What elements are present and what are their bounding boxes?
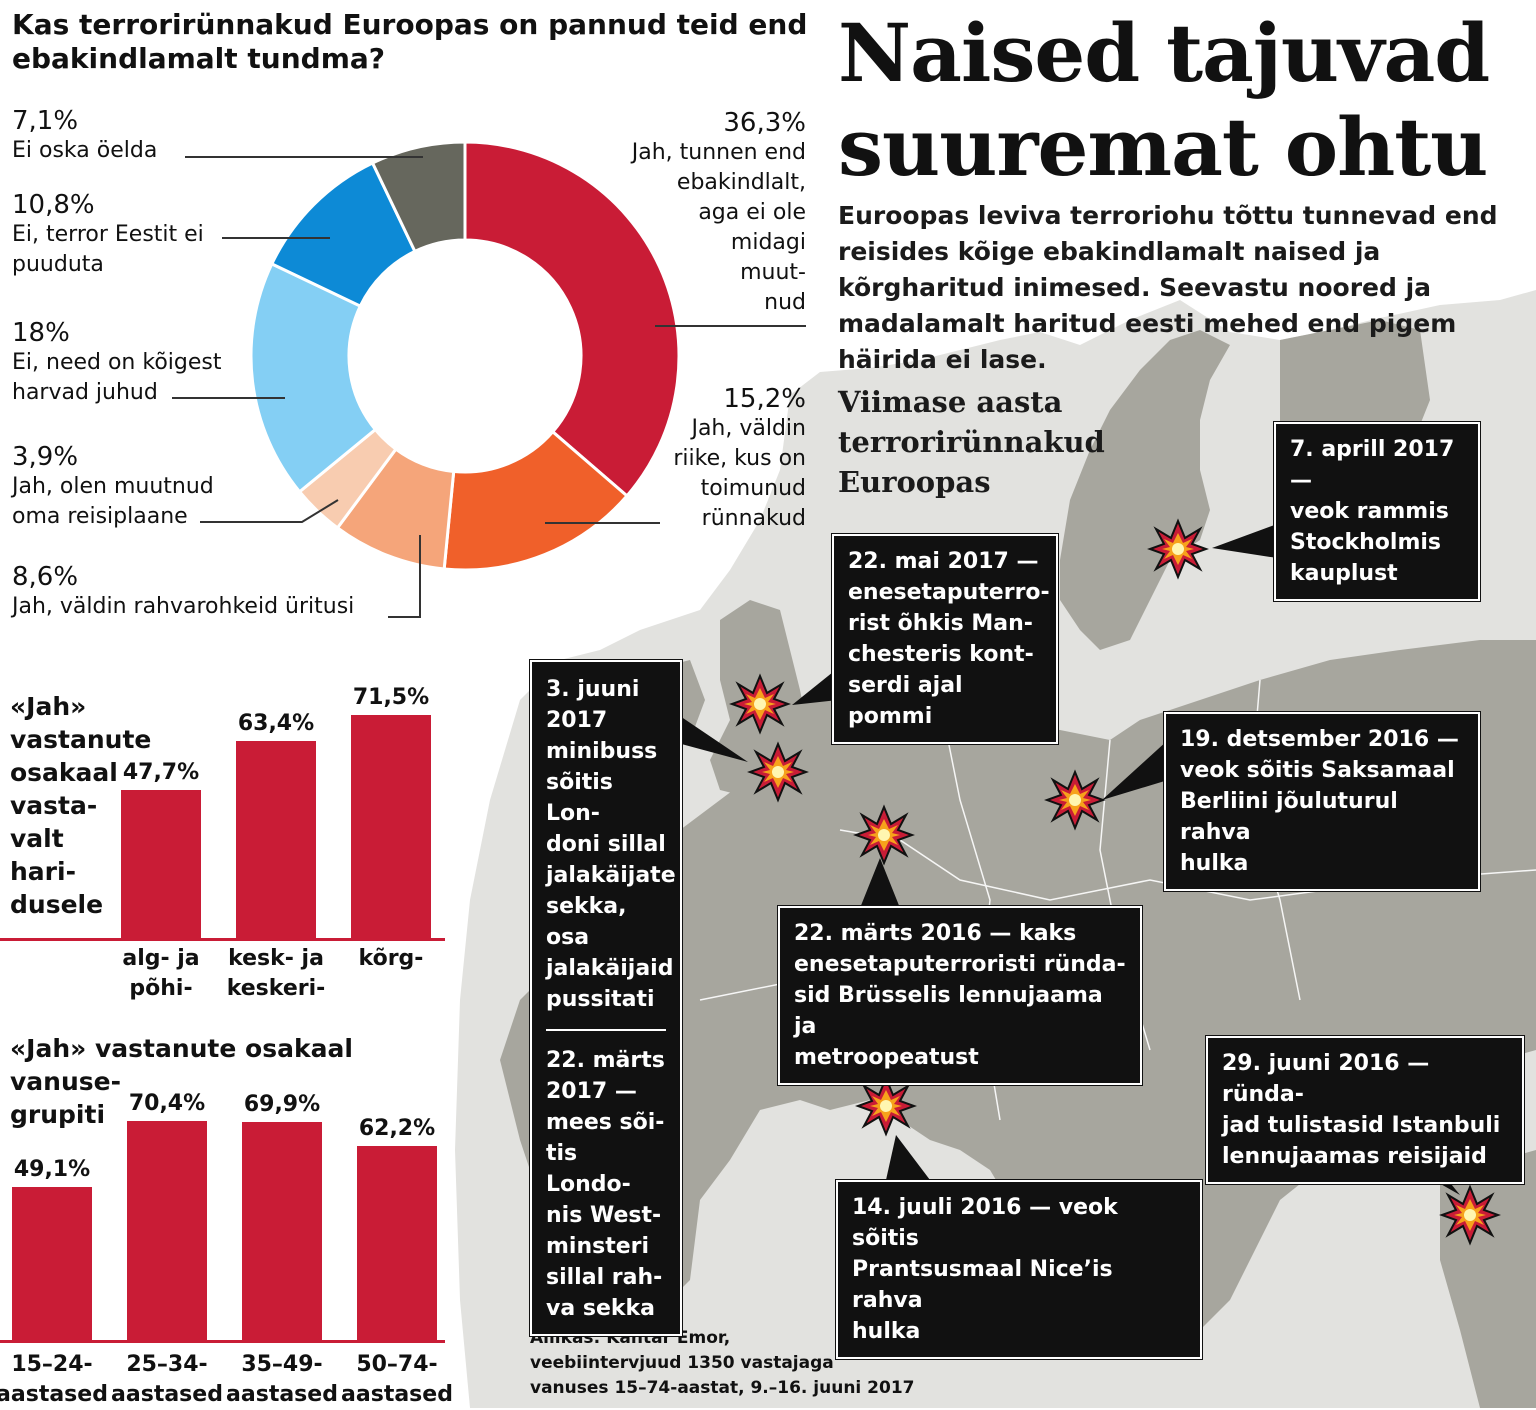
donut-chart (172, 140, 806, 618)
map-scandinavia (1060, 330, 1230, 650)
pie-label-text: Ei oska öelda (12, 138, 158, 163)
pie-label-text: Jah, väldin rahvarohkeid üritusi (12, 594, 355, 619)
pie-label-dont-know: 7,1% Ei oska öelda (12, 106, 272, 166)
headline-line-1: Naised tajuvad (838, 6, 1490, 100)
pie-label-text: Jah, väldin (691, 416, 806, 441)
bar-value-label: 70,4% (128, 1090, 206, 1116)
bar-value-label: 62,2% (358, 1116, 436, 1142)
pie-label-text: ebakindlalt, (676, 170, 806, 195)
pie-label-changed-plans: 3,9% Jah, olen muutnud oma reisiplaane (12, 442, 272, 532)
bar-value-label: 71,5% (352, 685, 430, 711)
bar-0 (12, 1187, 92, 1340)
bar-2 (351, 715, 431, 938)
explosion-icon-london (749, 743, 807, 801)
explosion-icon-manchester (731, 675, 789, 733)
headline: Naised tajuvad suuremat ohtu (838, 6, 1528, 194)
event-berlin: 19. detsember 2016 — veok sõitis Saksama… (1164, 712, 1480, 891)
pie-label-text: rünnakud (701, 506, 806, 531)
pie-label-pct: 8,6% (12, 562, 79, 592)
event-stockholm: 7. aprill 2017 — veok rammis Stockholmis… (1274, 422, 1480, 601)
map-title: Viimase aasta terrorirünnakud Euroopas (838, 385, 1105, 499)
bar-2 (242, 1122, 322, 1340)
bar-value-label: 63,4% (237, 710, 315, 736)
donut-slice-0 (463, 140, 681, 498)
bar-baseline (0, 938, 445, 941)
bar-category-label: kesk- ja keskeri- (226, 946, 326, 1001)
bar-0 (121, 789, 201, 938)
age-bar-chart: 49,1% 15–24- aastased 70,4% 25–34- aastased 69… (0, 1090, 453, 1408)
pie-label-pct: 3,9% (12, 442, 79, 472)
pie-label-text: harvad juhud (12, 380, 158, 405)
edu-chart-title: «Jah» vastanute osakaal vasta- valt hari… (10, 692, 152, 919)
survey-question: Kas terrorirünnakud Euroopas on pannud t… (12, 8, 808, 75)
pie-label-text: puuduta (12, 252, 104, 277)
edu-bar-chart: 47,7% alg- ja põhi- 63,4% kesk- ja keskeri- 71… (0, 660, 450, 1020)
event-brussels: 22. märts 2016 — kaks enesetaputerrorist… (778, 906, 1142, 1085)
donut-leader-lines (172, 156, 806, 618)
pie-label-pct: 36,3% (723, 108, 806, 138)
pie-label-avoid-countries: 15,2% Jah, väldin riike, kus on toimunud… (600, 384, 806, 534)
bar-category-label: alg- ja põhi- (122, 946, 200, 1001)
pie-label-not-estonia: 10,8% Ei, terror Eestit ei puuduta (12, 190, 272, 280)
bar-category-label: 15–24- aastased (0, 1352, 108, 1407)
explosion-icon-nice (857, 1077, 915, 1135)
pie-label-pct: 10,8% (12, 190, 95, 220)
explosion-icon-istanbul (1441, 1186, 1499, 1244)
headline-line-2: suuremat ohtu (838, 100, 1488, 194)
event-istanbul: 29. juuni 2016 — ründa- jad tulistasid I… (1206, 1036, 1524, 1184)
bar-value-label: 47,7% (122, 759, 200, 785)
bar-category-label: kõrg- (358, 946, 424, 971)
bar-value-label: 69,9% (243, 1092, 321, 1118)
pie-label-text: aga ei ole (698, 200, 806, 225)
age-chart-title: «Jah» vastanute osakaal vanuse- grupiti (10, 1034, 353, 1129)
bar-1 (127, 1120, 207, 1340)
donut-slice-4 (249, 261, 378, 494)
bar-category-label: 25–34- aastased (111, 1352, 223, 1407)
bar-1 (236, 740, 316, 938)
pie-label-text: oma reisiplaane (12, 504, 188, 529)
pie-label-text: Ei, need on kõigest (12, 350, 222, 375)
pie-label-avoid-events: 8,6% Jah, väldin rahvarohkeid üritusi (12, 562, 392, 622)
bar-value-label: 49,1% (13, 1157, 91, 1183)
pie-label-text: Jah, olen muutnud (12, 474, 214, 499)
pie-label-pct: 7,1% (12, 106, 79, 136)
pie-label-rare-cases: 18% Ei, need on kõigest harvad juhud (12, 318, 272, 408)
pie-label-text: Ei, terror Eestit ei (12, 222, 204, 247)
explosion-icon-brussels (855, 806, 913, 864)
pie-label-text: nud (764, 290, 806, 315)
pie-label-text: Jah, tunnen end (631, 140, 806, 165)
pie-label-pct: 18% (12, 318, 70, 348)
explosion-icon-berlin (1046, 771, 1104, 829)
donut-slice-6 (370, 140, 467, 254)
pie-label-text: toimunud (700, 476, 806, 501)
pie-label-text: midagi (730, 230, 806, 255)
lede-paragraph: Euroopas leviva terroriohu tõttu tunneva… (838, 201, 1498, 374)
pie-label-feel-unsafe: 36,3% Jah, tunnen end ebakindlalt, aga e… (600, 108, 806, 318)
callout-divider (546, 1029, 666, 1031)
event-manchester: 22. mai 2017 — enesetaputerro- rist õhki… (832, 534, 1058, 744)
bar-3 (357, 1146, 437, 1340)
bar-category-label: 35–49- aastased (226, 1352, 338, 1407)
bar-baseline (0, 1340, 445, 1343)
pie-label-text: riike, kus on (673, 446, 806, 471)
explosion-icon-stockholm (1149, 520, 1207, 578)
pie-label-text: muut- (740, 260, 806, 285)
event-nice: 14. juuli 2016 — veok sõitis Prantsusmaa… (836, 1180, 1202, 1359)
donut-slices (249, 140, 681, 572)
event-london: 3. juuni 2017 minibuss sõitis Lon- doni … (530, 660, 682, 1336)
bar-category-label: 50–74- aastased (341, 1352, 453, 1407)
pie-label-pct: 15,2% (723, 384, 806, 414)
